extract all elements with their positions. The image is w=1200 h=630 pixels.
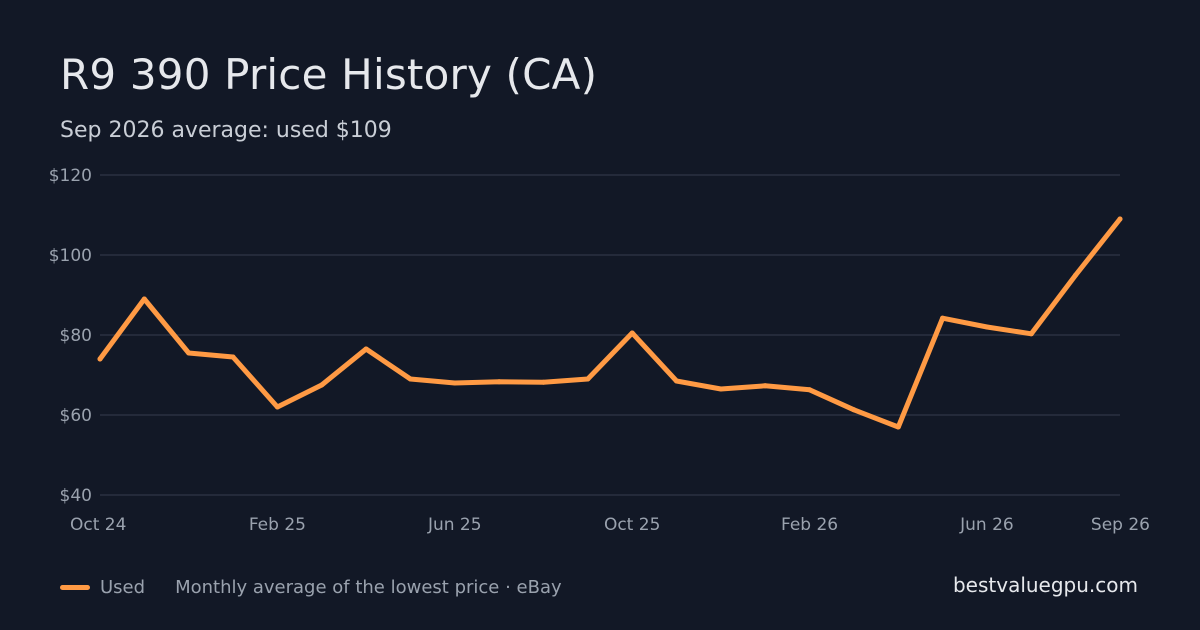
- data-point: [1117, 216, 1123, 222]
- x-axis-ticks: Oct 24 Feb 25 Jun 25 Oct 25 Feb 26 Jun 26 Sep …: [70, 515, 1150, 535]
- brand-link[interactable]: bestvaluegpu.com: [952, 573, 1138, 597]
- y-axis-ticks: $40 $60 $80 $100 $120: [49, 166, 92, 506]
- y-tick-label: $40: [60, 486, 92, 506]
- data-point: [1073, 272, 1079, 278]
- data-point: [496, 379, 502, 385]
- x-tick-label: Feb 25: [249, 515, 306, 535]
- grid-lines: [100, 174, 1120, 496]
- data-point: [319, 382, 325, 388]
- x-tick-label: Jun 26: [959, 515, 1014, 535]
- data-point: [807, 387, 813, 393]
- data-point: [851, 407, 857, 413]
- x-tick-label: Oct 24: [70, 515, 126, 535]
- data-point: [363, 346, 369, 352]
- data-point: [629, 330, 635, 336]
- chart-subtitle: Sep 2026 average: used $109: [60, 118, 392, 143]
- x-tick-label: Feb 26: [781, 515, 838, 535]
- data-point: [674, 378, 680, 384]
- data-point: [895, 424, 901, 430]
- x-tick-label: Sep 26: [1091, 515, 1150, 535]
- x-tick-label: Oct 25: [604, 515, 660, 535]
- data-point: [141, 296, 147, 302]
- data-point: [97, 356, 103, 362]
- data-point: [407, 376, 413, 382]
- data-point: [762, 383, 768, 389]
- data-point: [452, 380, 458, 386]
- data-point: [274, 404, 280, 410]
- series-line-used: [97, 216, 1123, 430]
- y-tick-label: $80: [60, 326, 92, 346]
- legend-label-used: Used: [100, 576, 146, 598]
- y-tick-label: $60: [60, 406, 92, 426]
- chart-title: R9 390 Price History (CA): [60, 50, 598, 99]
- y-tick-label: $100: [49, 246, 92, 266]
- data-point: [718, 386, 724, 392]
- data-point: [940, 315, 946, 321]
- data-point: [1028, 331, 1034, 337]
- data-point: [230, 354, 236, 360]
- y-tick-label: $120: [49, 166, 92, 186]
- data-point: [540, 379, 546, 385]
- data-point: [585, 376, 591, 382]
- x-tick-label: Jun 25: [427, 515, 482, 535]
- legend: Used Monthly average of the lowest price…: [60, 574, 562, 600]
- legend-swatch-used: [60, 584, 90, 590]
- source-note: Monthly average of the lowest price · eB…: [175, 576, 562, 598]
- data-point: [186, 350, 192, 356]
- data-point: [984, 324, 990, 330]
- series-group: [97, 216, 1123, 430]
